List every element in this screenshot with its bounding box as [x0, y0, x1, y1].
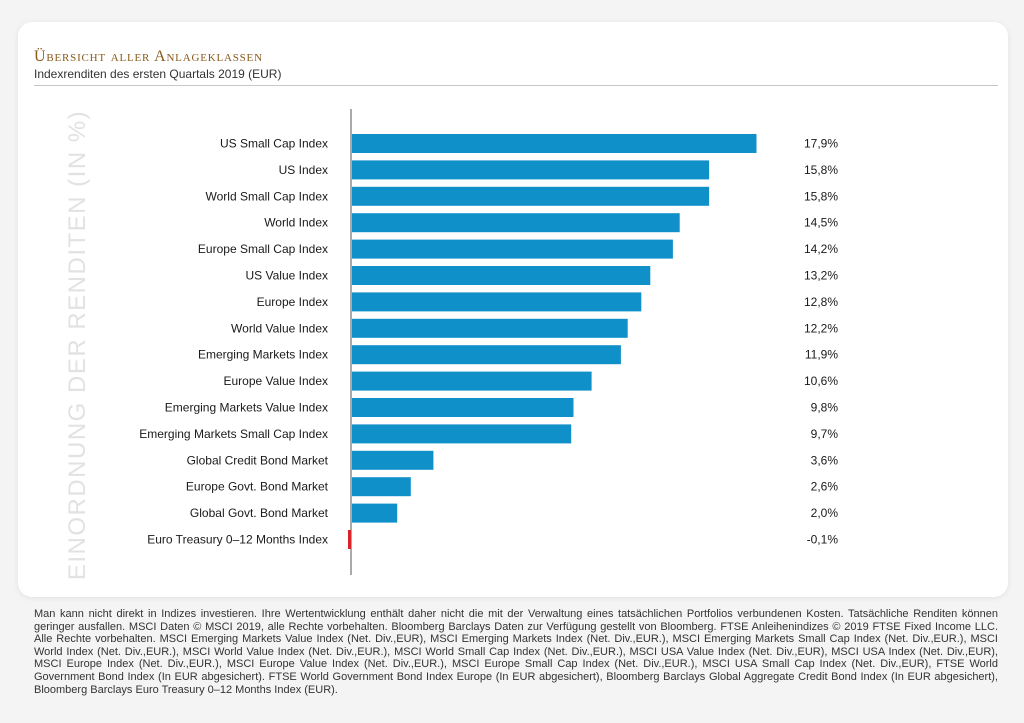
category-label: Euro Treasury 0–12 Months Index — [147, 533, 328, 547]
value-label: 17,9% — [804, 137, 838, 151]
category-label: Emerging Markets Index — [198, 348, 328, 362]
value-label: 2,0% — [811, 506, 839, 520]
bar — [352, 186, 710, 206]
value-label: 14,5% — [804, 216, 838, 230]
page-subtitle: Indexrenditen des ersten Quartals 2019 (… — [34, 67, 282, 81]
footnote: Man kann nicht direkt in Indizes investi… — [34, 608, 998, 696]
category-label: World Small Cap Index — [206, 189, 329, 203]
value-label: 9,7% — [811, 427, 839, 441]
category-label: Emerging Markets Value Index — [165, 401, 328, 415]
category-label: US Index — [279, 163, 328, 177]
value-label: 9,8% — [811, 401, 839, 415]
value-label: 15,8% — [804, 189, 838, 203]
value-label: 10,6% — [804, 374, 838, 388]
bar — [352, 318, 628, 338]
value-label: 13,2% — [804, 269, 838, 283]
bar — [352, 345, 621, 365]
category-label: Global Govt. Bond Market — [190, 506, 329, 520]
bar — [352, 266, 651, 285]
value-label: 3,6% — [811, 453, 839, 467]
bar — [352, 398, 574, 417]
category-label: Emerging Markets Small Cap Index — [139, 427, 328, 441]
bar — [352, 239, 673, 259]
bar — [352, 160, 710, 180]
value-label: 15,8% — [804, 163, 838, 177]
bar — [352, 424, 572, 444]
category-label: Europe Index — [257, 295, 328, 309]
category-label: US Value Index — [246, 269, 329, 283]
category-label: Global Credit Bond Market — [187, 453, 329, 467]
category-label: US Small Cap Index — [220, 137, 328, 151]
bar — [352, 134, 757, 153]
value-label: 11,9% — [805, 348, 838, 362]
value-label: 14,2% — [804, 242, 838, 256]
bar — [352, 450, 434, 470]
category-label: World Index — [264, 216, 328, 230]
page-title: Übersicht aller Anlageklassen — [34, 48, 263, 65]
category-label: Europe Small Cap Index — [198, 242, 328, 256]
value-label: 12,8% — [804, 295, 838, 309]
bar — [348, 530, 351, 549]
category-label: Europe Govt. Bond Market — [186, 480, 329, 494]
category-label: Europe Value Index — [223, 374, 328, 388]
header-divider — [34, 85, 998, 86]
bar — [352, 292, 642, 312]
value-label: -0,1% — [807, 533, 839, 547]
category-label: World Value Index — [231, 321, 328, 335]
bar — [352, 213, 680, 233]
bar — [352, 371, 592, 391]
value-label: 2,6% — [811, 480, 839, 494]
bar — [352, 503, 398, 523]
bar — [352, 477, 411, 497]
value-label: 12,2% — [804, 321, 838, 335]
